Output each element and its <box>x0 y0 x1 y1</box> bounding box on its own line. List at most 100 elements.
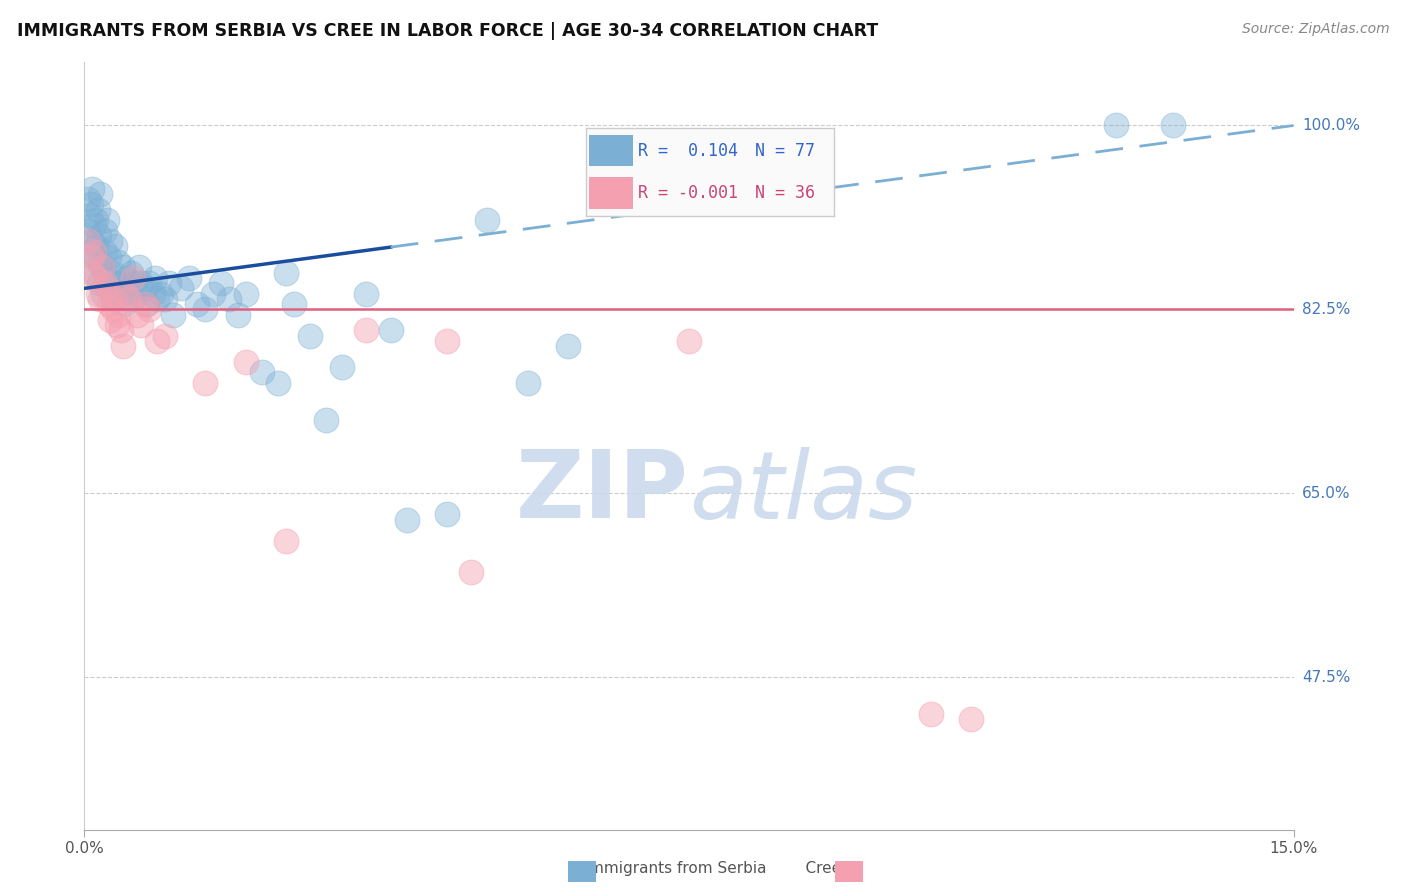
Point <box>115 271 138 285</box>
Point <box>86 213 108 227</box>
Point <box>218 292 240 306</box>
Point <box>96 281 118 295</box>
Text: 82.5%: 82.5% <box>1302 301 1350 317</box>
Point <box>1105 119 1128 133</box>
Point <box>283 297 305 311</box>
Point <box>112 260 135 275</box>
Point <box>110 323 132 337</box>
Point <box>79 208 101 222</box>
Point <box>194 302 217 317</box>
Point <box>134 297 156 311</box>
Point <box>274 266 297 280</box>
Point <box>138 276 160 290</box>
Point <box>83 266 105 280</box>
Text: Immigrants from Serbia        Cree: Immigrants from Serbia Cree <box>565 861 841 876</box>
Point <box>86 271 108 285</box>
Point <box>235 355 257 369</box>
Point <box>101 292 124 306</box>
Point <box>86 239 108 253</box>
Point <box>101 266 124 280</box>
Text: atlas: atlas <box>689 447 917 538</box>
Text: 100.0%: 100.0% <box>1302 118 1360 133</box>
Point <box>97 250 120 264</box>
Point <box>477 213 499 227</box>
Point <box>146 334 169 348</box>
Point <box>136 297 159 311</box>
Point <box>125 308 148 322</box>
Point <box>89 255 111 269</box>
Point <box>170 281 193 295</box>
Point <box>120 266 142 280</box>
Text: 47.5%: 47.5% <box>1302 670 1350 685</box>
Point <box>356 286 378 301</box>
Point <box>77 192 100 206</box>
Point <box>80 250 103 264</box>
Point <box>395 512 418 526</box>
Point <box>87 276 110 290</box>
Point <box>202 286 225 301</box>
Point <box>194 376 217 390</box>
Point <box>107 255 129 269</box>
Point <box>93 223 115 237</box>
Point <box>118 281 141 295</box>
Text: Source: ZipAtlas.com: Source: ZipAtlas.com <box>1241 22 1389 37</box>
Point <box>93 244 115 259</box>
Point <box>121 292 143 306</box>
Point <box>87 228 110 243</box>
Point <box>118 292 141 306</box>
Point <box>129 276 152 290</box>
Point <box>153 328 176 343</box>
Point <box>91 260 114 275</box>
Point <box>77 223 100 237</box>
Point <box>557 339 579 353</box>
Point <box>134 281 156 295</box>
Point <box>97 297 120 311</box>
Point <box>104 239 127 253</box>
Point <box>82 234 104 248</box>
Point <box>960 712 983 726</box>
Point <box>274 533 297 548</box>
Point <box>143 271 166 285</box>
Point <box>94 271 117 285</box>
Point <box>101 302 124 317</box>
Point <box>380 323 402 337</box>
Point <box>104 292 127 306</box>
Text: IMMIGRANTS FROM SERBIA VS CREE IN LABOR FORCE | AGE 30-34 CORRELATION CHART: IMMIGRANTS FROM SERBIA VS CREE IN LABOR … <box>17 22 879 40</box>
Point <box>128 260 150 275</box>
Point <box>87 202 110 217</box>
Point <box>678 334 700 348</box>
Point <box>89 186 111 201</box>
Point <box>107 308 129 322</box>
Point <box>80 244 103 259</box>
Point <box>82 266 104 280</box>
Point <box>82 181 104 195</box>
Point <box>129 318 152 333</box>
Text: ZIP: ZIP <box>516 446 689 538</box>
Point <box>121 271 143 285</box>
Point <box>91 286 114 301</box>
Point <box>149 286 172 301</box>
Point <box>356 323 378 337</box>
Point <box>89 292 111 306</box>
Point <box>186 297 208 311</box>
Point <box>153 292 176 306</box>
Point <box>179 271 201 285</box>
Point <box>83 244 105 259</box>
Point <box>162 308 184 322</box>
Point <box>436 334 458 348</box>
Point <box>98 313 121 327</box>
Point <box>235 286 257 301</box>
Point <box>93 276 115 290</box>
Point <box>146 292 169 306</box>
Point <box>125 286 148 301</box>
Point <box>97 281 120 295</box>
Point <box>83 219 105 233</box>
Point <box>112 339 135 353</box>
Point <box>330 360 353 375</box>
Point <box>110 286 132 301</box>
Text: 65.0%: 65.0% <box>1302 486 1350 500</box>
Point <box>1161 119 1184 133</box>
Point <box>138 302 160 317</box>
Point <box>516 376 538 390</box>
Point <box>142 286 165 301</box>
